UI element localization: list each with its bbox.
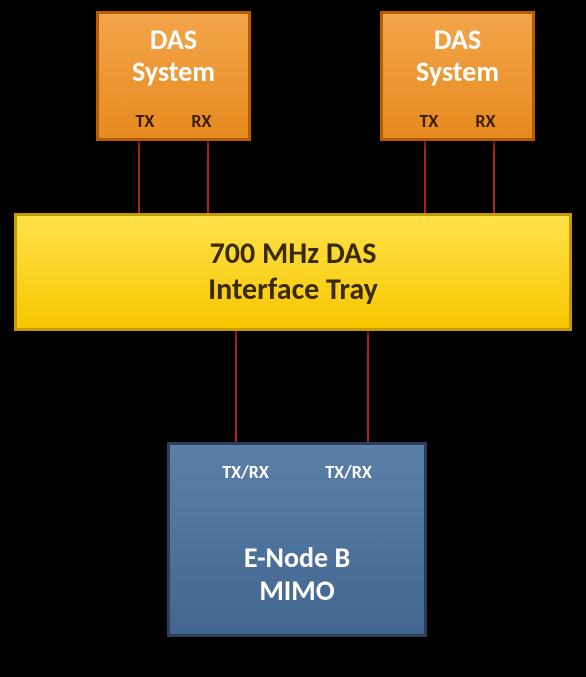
- node-das2: DAS System TX RX: [380, 11, 535, 141]
- das2-title-line2: System: [416, 54, 499, 89]
- edge-tray-enode-right: [367, 331, 369, 442]
- das1-title: DAS System: [99, 24, 248, 88]
- das1-ports: TX RX: [99, 110, 248, 132]
- das2-port-tx: TX: [420, 110, 439, 132]
- node-tray: 700 MHz DAS Interface Tray: [14, 213, 572, 331]
- edge-das2-tx-tray: [424, 141, 426, 214]
- edge-das1-rx-tray: [207, 141, 209, 214]
- edge-tray-enode-left: [235, 331, 237, 442]
- node-das1: DAS System TX RX: [96, 11, 251, 141]
- das2-title: DAS System: [383, 24, 532, 88]
- enode-ports: TX/RX TX/RX: [170, 461, 424, 483]
- enode-port-right: TX/RX: [325, 461, 372, 483]
- tray-title-line2: Interface Tray: [17, 272, 569, 308]
- enode-port-left: TX/RX: [222, 461, 269, 483]
- das2-ports: TX RX: [383, 110, 532, 132]
- node-enode: TX/RX TX/RX E-Node B MIMO: [167, 442, 427, 637]
- das2-port-rx: RX: [475, 110, 495, 132]
- edge-das2-rx-tray: [493, 141, 495, 214]
- edge-das1-tx-tray: [138, 141, 140, 214]
- das1-title-line1: DAS: [150, 22, 197, 57]
- das2-title-line1: DAS: [434, 22, 481, 57]
- das1-title-line2: System: [132, 54, 215, 89]
- enode-title-line1: E-Node B: [244, 540, 350, 575]
- das1-port-tx: TX: [136, 110, 155, 132]
- enode-title: E-Node B MIMO: [170, 541, 424, 608]
- das1-port-rx: RX: [191, 110, 211, 132]
- tray-title-line1: 700 MHz DAS: [17, 236, 569, 272]
- enode-title-line2: MIMO: [259, 573, 334, 608]
